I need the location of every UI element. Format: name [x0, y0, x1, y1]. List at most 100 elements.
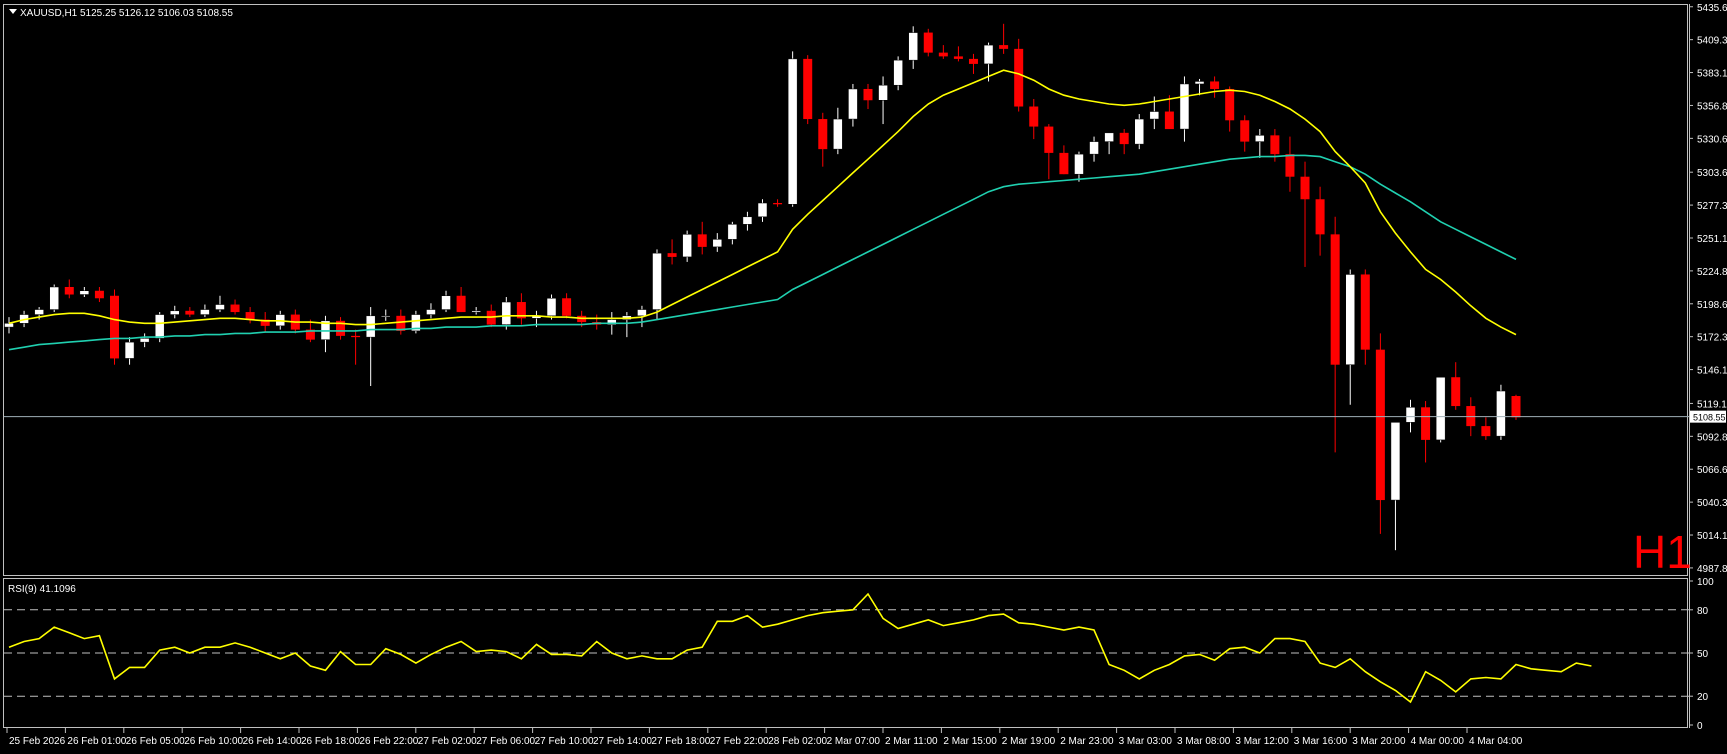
candle [516, 293, 526, 325]
candle-body [1210, 81, 1220, 89]
candle [64, 279, 74, 299]
candle [365, 307, 376, 387]
time-axis: 25 Feb 2026 26 Feb 01:00 26 Feb 05:00 26 Fe… [6, 728, 1523, 747]
candle-body [667, 253, 677, 257]
candle [1496, 384, 1506, 440]
candle [109, 289, 119, 365]
candle-body [305, 329, 315, 340]
candle-body [139, 338, 150, 343]
candle [185, 307, 195, 318]
candle [1044, 124, 1054, 180]
price-tick-label: 4987.85 [1697, 564, 1727, 575]
candle-body [1179, 83, 1190, 130]
candle [1119, 129, 1129, 155]
price-tick-label: 5092.85 [1697, 432, 1727, 443]
ma-slow-line [8, 154, 1517, 351]
price-tick-label: 5014.10 [1697, 531, 1727, 542]
candle-body [923, 32, 933, 53]
candle-body [426, 309, 436, 315]
candle-body [652, 252, 662, 310]
dropdown-triangle-icon[interactable] [9, 9, 17, 14]
candle [351, 329, 361, 365]
candle-body [863, 88, 873, 101]
candle [546, 294, 557, 320]
candle-body [1315, 199, 1325, 235]
candle [757, 199, 768, 222]
candle [1511, 394, 1521, 420]
time-tick-label: 3 Mar 16:00 [1294, 736, 1348, 747]
candle-body [1451, 377, 1461, 407]
candle-body [1014, 48, 1024, 107]
candle [1405, 399, 1416, 433]
candle [260, 312, 270, 333]
candle-body [109, 295, 119, 359]
price-tick-label: 5435.60 [1697, 3, 1727, 14]
candle [727, 221, 738, 245]
candle [983, 42, 994, 82]
time-tick-label: 25 Feb 2026 [9, 736, 66, 747]
time-tick-label: 3 Mar 08:00 [1177, 736, 1231, 747]
price-tick-label: 5330.60 [1697, 134, 1727, 145]
candle [923, 28, 933, 57]
candle [1029, 98, 1039, 140]
time-tick-label: 26 Feb 10:00 [184, 736, 243, 747]
time-tick-label: 28 Feb 02:00 [768, 736, 827, 747]
candle [652, 249, 662, 320]
price-tick-label: 5303.60 [1697, 168, 1727, 179]
price-tick-label: 5198.60 [1697, 300, 1727, 311]
candle [1194, 78, 1205, 96]
price-tick-label: 5251.10 [1697, 234, 1727, 245]
candle-body [245, 312, 255, 320]
ohlc-readout: 5125.25 5126.12 5106.03 5108.55 [80, 8, 233, 19]
candle [1375, 333, 1385, 534]
candle-body [1270, 135, 1280, 155]
candle-body [1511, 396, 1521, 418]
candle-body [697, 234, 707, 247]
candle-body [185, 310, 195, 315]
candle [1255, 129, 1265, 158]
candle-body [999, 45, 1009, 49]
candle-body [1466, 406, 1476, 427]
rsi-tick-label: 20 [1697, 692, 1709, 703]
candle [818, 112, 828, 167]
candle [803, 55, 813, 125]
candle-body [1164, 111, 1174, 130]
price-axis[interactable]: 5435.60 5409.35 5383.10 5356.85 5330.60 5303.… [1689, 3, 1727, 575]
candle-body [1285, 154, 1295, 177]
candle-body [727, 224, 738, 240]
candle-body [712, 239, 723, 248]
candle [1104, 132, 1114, 155]
time-tick-label: 3 Mar 03:00 [1119, 736, 1173, 747]
time-tick-label: 26 Feb 14:00 [243, 736, 302, 747]
candle-body [456, 295, 466, 313]
time-tick-label: 2 Mar 11:00 [885, 736, 938, 747]
rsi-tick-label: 50 [1697, 649, 1709, 660]
candle-layer [4, 23, 1521, 551]
candle [878, 76, 888, 125]
candle [592, 314, 602, 330]
candle-body [1496, 390, 1506, 437]
candle-body [1119, 132, 1129, 145]
candle [230, 299, 240, 315]
candle [999, 23, 1009, 54]
candle [1014, 38, 1024, 112]
candle [456, 286, 466, 313]
rsi-line-group [8, 592, 1592, 704]
candle [893, 56, 903, 91]
time-tick-label: 26 Feb 05:00 [126, 736, 185, 747]
candle [712, 233, 723, 252]
candle-body [607, 319, 617, 325]
bid-price-line-group: 5108.55 [4, 410, 1726, 423]
candle [953, 46, 963, 62]
candle [426, 303, 436, 319]
time-tick-label: 2 Mar 23:00 [1060, 736, 1114, 747]
candle-body [351, 335, 361, 338]
symbol-header[interactable]: XAUUSD,H1 5125.25 5126.12 5106.03 5108.5… [9, 8, 233, 19]
candle [94, 286, 104, 303]
time-tick-label: 4 Mar 00:00 [1411, 736, 1465, 747]
candle [336, 317, 346, 340]
candle [1435, 376, 1446, 443]
candle-body [848, 88, 858, 120]
candle [1421, 401, 1431, 463]
